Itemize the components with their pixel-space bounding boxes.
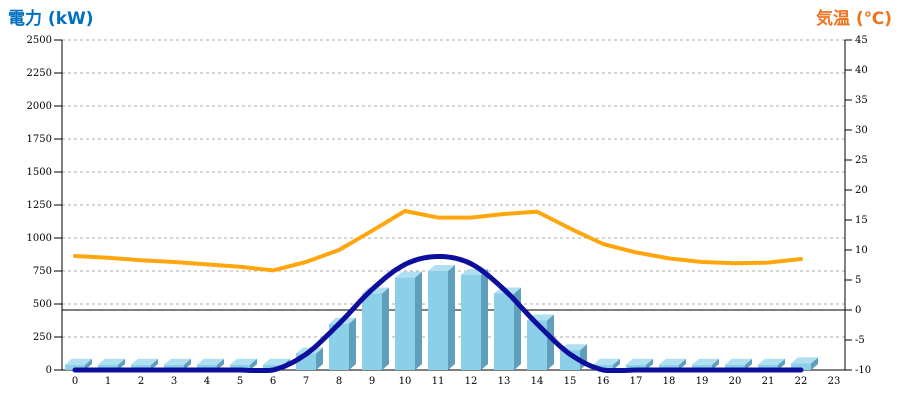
- x-tick-label: 10: [399, 376, 412, 387]
- left-tick-label: 1250: [27, 200, 52, 211]
- x-tick-label: 0: [72, 376, 78, 387]
- x-tick-label: 19: [696, 376, 709, 387]
- left-tick-label: 1000: [27, 233, 52, 244]
- x-tick-label: 4: [204, 376, 210, 387]
- left-tick-label: 2000: [27, 101, 52, 112]
- x-tick-label: 18: [663, 376, 676, 387]
- x-tick-label: 2: [138, 376, 144, 387]
- x-tick-label: 8: [336, 376, 342, 387]
- bar-hour-14: [527, 314, 554, 370]
- x-tick-label: 9: [369, 376, 375, 387]
- x-tick-label: 17: [630, 376, 643, 387]
- x-tick-label: 5: [237, 376, 243, 387]
- x-tick-label: 1: [105, 376, 111, 387]
- x-tick-label: 7: [303, 376, 309, 387]
- bar-hour-22: [791, 357, 818, 370]
- bar-hour-3: [164, 358, 191, 370]
- temperature-line: [73, 209, 803, 273]
- bar-hour-9: [362, 287, 389, 370]
- x-tick-label: 13: [498, 376, 511, 387]
- right-tick-label: 30: [855, 125, 868, 136]
- x-tick-label: 16: [597, 376, 610, 387]
- power-curve-line: [72, 254, 804, 373]
- bar-hour-10: [395, 271, 422, 370]
- right-tick-label: 5: [855, 275, 861, 286]
- bar-hour-16: [593, 358, 620, 370]
- right-tick-label: 10: [855, 245, 868, 256]
- left-tick-label: 250: [33, 332, 52, 343]
- left-tick-label: 2500: [27, 35, 52, 46]
- x-tick-label: 11: [432, 376, 445, 387]
- right-tick-label: 40: [855, 65, 868, 76]
- x-tick-label: 14: [531, 376, 544, 387]
- x-tick-label: 23: [828, 376, 841, 387]
- left-tick-label: 750: [33, 266, 52, 277]
- x-tick-label: 12: [465, 376, 478, 387]
- left-tick-label: 1750: [27, 134, 52, 145]
- right-tick-label: 15: [855, 215, 868, 226]
- left-tick-label: 500: [33, 299, 52, 310]
- right-tick-label: 0: [855, 305, 861, 316]
- right-tick-label: -10: [855, 365, 871, 376]
- x-tick-label: 15: [564, 376, 577, 387]
- x-tick-label: 3: [171, 376, 177, 387]
- left-tick-label: 0: [46, 365, 52, 376]
- x-tick-label: 20: [729, 376, 742, 387]
- bar-hour-11: [428, 265, 455, 370]
- bar-hour-12: [461, 268, 488, 370]
- right-tick-label: 20: [855, 185, 868, 196]
- x-tick-label: 6: [270, 376, 276, 387]
- right-tick-label: 45: [855, 35, 868, 46]
- left-tick-label: 2250: [27, 68, 52, 79]
- left-axis-title: 電力 (kW): [8, 9, 94, 29]
- x-tick-label: 22: [795, 376, 808, 387]
- right-tick-label: 25: [855, 155, 868, 166]
- right-tick-label: 35: [855, 95, 868, 106]
- right-axis-title: 気温 (℃): [815, 9, 892, 29]
- x-tick-label: 21: [762, 376, 775, 387]
- bar-hour-8: [329, 317, 356, 370]
- right-tick-label: -5: [855, 335, 865, 346]
- left-tick-label: 1500: [27, 167, 52, 178]
